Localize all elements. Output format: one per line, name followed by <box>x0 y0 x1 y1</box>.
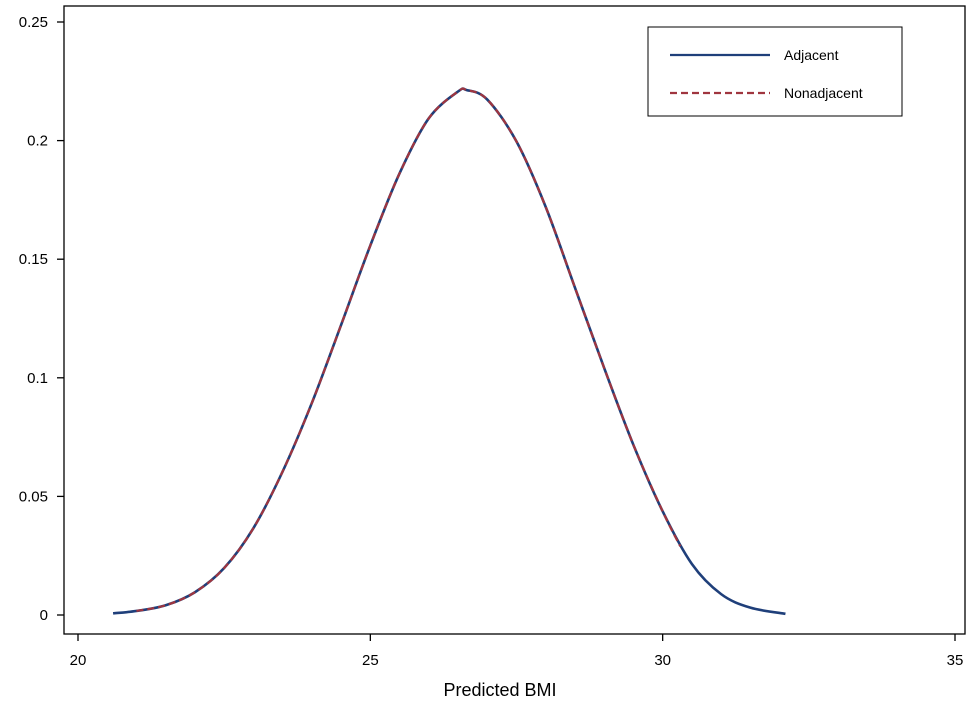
y-tick-label: 0.2 <box>27 133 48 150</box>
y-tick-label: 0.1 <box>27 370 48 387</box>
y-tick-label: 0.05 <box>19 488 48 505</box>
x-tick-label: 30 <box>654 652 671 669</box>
series-layer <box>112 87 786 616</box>
y-tick-label: 0.25 <box>19 14 48 31</box>
x-tick-label: 20 <box>70 652 87 669</box>
legend: Adjacent Nonadjacent <box>647 26 903 117</box>
legend-label-nonadjacent: Nonadjacent <box>784 85 863 101</box>
y-axis: 0 0.05 0.1 0.15 0.2 0.25 <box>19 14 64 624</box>
x-axis-title: Predicted BMI <box>443 680 556 700</box>
y-tick-label: 0.15 <box>19 251 48 268</box>
plot-frame <box>63 5 966 635</box>
legend-box <box>647 26 903 117</box>
x-tick-label: 25 <box>362 652 379 669</box>
series-line-nonadjacent <box>136 87 682 613</box>
x-tick-label: 35 <box>947 652 964 669</box>
x-axis: 20 25 30 35 <box>70 634 964 669</box>
legend-label-adjacent: Adjacent <box>784 47 839 63</box>
y-tick-label: 0 <box>40 607 48 624</box>
series-line-adjacent <box>112 87 786 616</box>
